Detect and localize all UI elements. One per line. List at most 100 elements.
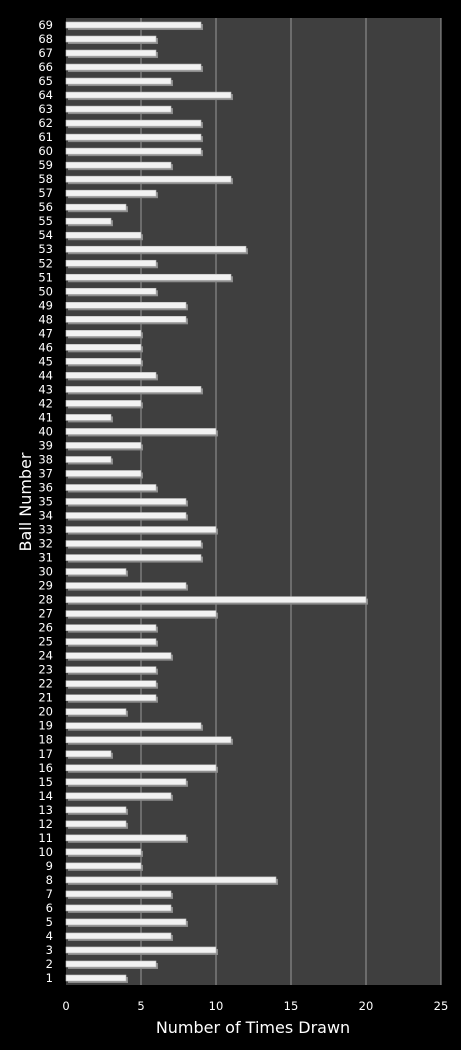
bar (65, 638, 157, 645)
y-tick-label: 56 (38, 200, 53, 214)
y-tick-label: 43 (38, 382, 53, 396)
x-tick-label: 5 (137, 999, 144, 1013)
y-tick-label: 13 (38, 803, 53, 817)
y-tick-label: 9 (46, 859, 53, 873)
y-tick-label: 30 (38, 565, 53, 579)
bar (65, 161, 172, 169)
bar (65, 386, 202, 393)
y-tick-label: 24 (38, 649, 53, 663)
y-tick-label: 15 (38, 775, 53, 789)
bar (65, 806, 127, 814)
y-tick-label: 60 (38, 144, 53, 158)
y-tick-label: 18 (38, 733, 53, 747)
y-tick-label: 37 (38, 466, 53, 480)
y-tick-label: 12 (38, 817, 53, 831)
y-tick-label: 68 (38, 32, 53, 46)
y-tick-label: 53 (38, 242, 53, 256)
y-tick-labels: 1234567891011121314151617181920212223242… (38, 18, 53, 985)
bars (65, 21, 368, 983)
bar (65, 21, 202, 29)
x-tick-label: 20 (359, 999, 374, 1013)
bar (65, 890, 172, 898)
y-tick-label: 22 (38, 677, 53, 691)
y-tick-label: 5 (46, 915, 53, 929)
bar (65, 301, 187, 309)
bar (65, 35, 157, 43)
bar (65, 91, 232, 99)
bar (65, 526, 217, 533)
bar (65, 736, 232, 744)
y-tick-label: 39 (38, 438, 53, 452)
y-tick-label: 8 (46, 873, 53, 887)
bar (65, 259, 157, 267)
bar (65, 316, 187, 323)
y-tick-label: 36 (38, 480, 53, 494)
y-tick-label: 69 (38, 18, 53, 32)
y-tick-label: 65 (38, 74, 53, 88)
bar (65, 484, 157, 491)
bar (65, 904, 172, 912)
y-tick-label: 64 (38, 88, 53, 102)
bar (65, 414, 112, 421)
y-tick-label: 49 (38, 298, 53, 312)
y-tick-label: 63 (38, 102, 53, 116)
y-tick-label: 1 (46, 971, 53, 985)
y-tick-label: 32 (38, 537, 53, 551)
bar (65, 834, 187, 842)
y-tick-label: 42 (38, 396, 53, 410)
y-tick-label: 61 (38, 130, 53, 144)
bar (65, 764, 217, 772)
y-tick-label: 52 (38, 256, 53, 270)
bar (65, 119, 202, 127)
y-axis-title: Ball Number (16, 452, 35, 551)
y-tick-label: 14 (38, 789, 53, 803)
bar (65, 848, 142, 856)
bar (65, 49, 157, 57)
y-tick-label: 57 (38, 186, 53, 200)
bar (65, 133, 202, 141)
y-tick-label: 66 (38, 60, 53, 74)
y-tick-label: 45 (38, 354, 53, 368)
bar (65, 862, 142, 870)
y-tick-label: 23 (38, 663, 53, 677)
bar (65, 610, 217, 617)
bar (65, 358, 142, 365)
y-tick-label: 31 (38, 551, 53, 565)
bar (65, 175, 232, 183)
bar (65, 456, 112, 463)
y-tick-label: 34 (38, 509, 53, 523)
y-tick-label: 44 (38, 368, 53, 382)
bar (65, 372, 157, 379)
y-tick-label: 33 (38, 523, 53, 537)
y-tick-label: 41 (38, 410, 53, 424)
x-tick-label: 0 (62, 999, 69, 1013)
y-tick-label: 46 (38, 340, 53, 354)
y-tick-label: 59 (38, 158, 53, 172)
bar (65, 470, 142, 477)
y-tick-label: 7 (46, 887, 53, 901)
x-tick-label: 15 (284, 999, 299, 1013)
y-tick-label: 62 (38, 116, 53, 130)
bar (65, 596, 367, 603)
bar (65, 344, 142, 351)
y-tick-label: 35 (38, 495, 53, 509)
y-tick-label: 10 (38, 845, 53, 859)
bar (65, 330, 142, 337)
bar (65, 624, 157, 631)
y-tick-label: 21 (38, 691, 53, 705)
bar (65, 876, 277, 884)
bar (65, 400, 142, 407)
bar (65, 750, 112, 758)
y-tick-label: 55 (38, 214, 53, 228)
bar (65, 189, 157, 197)
y-tick-label: 11 (38, 831, 53, 845)
bar (65, 105, 172, 113)
x-tick-label: 10 (209, 999, 224, 1013)
y-tick-label: 51 (38, 270, 53, 284)
y-tick-label: 58 (38, 172, 53, 186)
y-tick-label: 28 (38, 593, 53, 607)
bar (65, 287, 157, 295)
bar (65, 582, 187, 589)
y-tick-label: 2 (46, 957, 53, 971)
bar (65, 568, 127, 575)
